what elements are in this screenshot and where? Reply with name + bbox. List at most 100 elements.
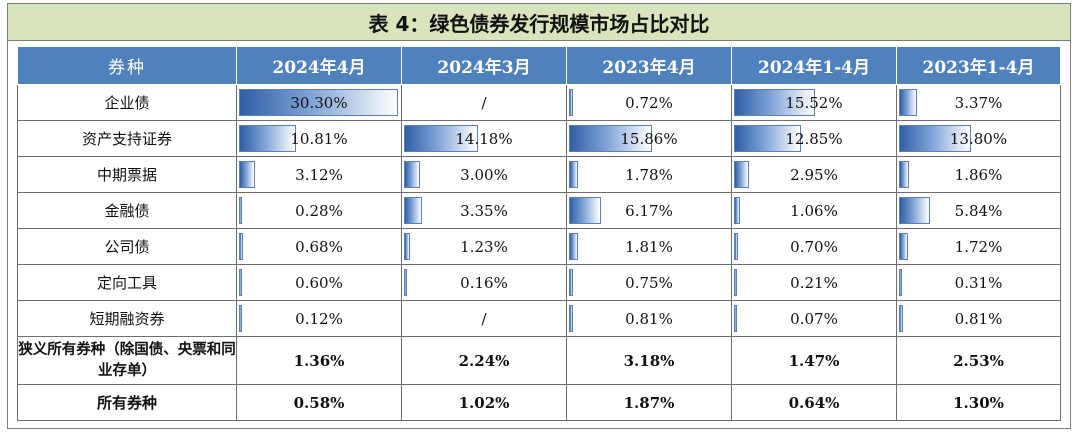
share-data-bar [734,89,815,116]
share-cell-content: 15.86% [567,121,731,156]
share-value: 0.21% [790,273,838,292]
share-cell: 0.58% [236,384,402,421]
share-value: 3.37% [954,93,1003,112]
bond-type-label: 所有券种 [17,384,237,421]
share-data-bar [239,197,242,224]
share-value: / [481,309,487,328]
share-data-bar [239,125,296,152]
share-cell-content: 3.35% [402,193,566,228]
share-cell-content: 3.37% [897,85,1060,120]
share-cell-content: 0.21% [732,265,896,300]
share-cell-content: 30.30% [237,85,401,120]
share-data-bar [569,269,573,296]
share-cell-content: 6.17% [567,193,731,228]
share-data-bar [899,125,971,152]
share-value: 0.64% [788,393,840,412]
share-cell: 0.75% [566,264,732,301]
share-cell: 2.95% [731,156,897,193]
share-cell-content: 0.64% [732,385,896,420]
share-cell: 1.47% [731,336,897,385]
share-cell: 0.31% [896,264,1061,301]
share-cell-content: 0.12% [237,301,401,336]
share-cell-content: / [402,85,566,120]
share-cell-content: 0.70% [732,229,896,264]
share-cell: 30.30% [236,84,402,121]
share-cell: 1.78% [566,156,732,193]
share-value: 2.24% [458,351,510,370]
share-cell: 12.85% [731,120,897,157]
share-value: 1.30% [953,393,1004,412]
share-value: 2.95% [790,165,838,184]
share-data-bar [569,197,601,224]
share-value: 1.23% [460,237,508,256]
share-value: 2.53% [953,351,1004,370]
table-row: 所有券种 0.58% 1.02% 1.87% 0.64% 1.30% [17,384,1061,421]
share-value: 1.87% [623,393,675,412]
share-cell: 15.86% [566,120,732,157]
share-cell: 0.28% [236,192,402,229]
share-data-bar [569,161,578,188]
share-cell: 0.68% [236,228,402,265]
share-value: 0.60% [295,273,343,292]
share-cell-content: 1.30% [897,385,1060,420]
share-cell: 0.64% [731,384,897,421]
share-cell: 15.52% [731,84,897,121]
share-cell-content: 0.31% [897,265,1060,300]
share-value: 14.18% [455,129,513,148]
share-cell-content: 12.85% [732,121,896,156]
table-row: 短期融资券 0.12% / 0.81% 0.07% 0.81% [17,300,1061,337]
share-cell: 1.02% [401,384,567,421]
share-cell-content: 3.18% [567,337,731,384]
bond-type-label: 中期票据 [17,156,237,193]
share-data-bar [734,161,749,188]
share-data-bar [899,233,908,260]
share-cell-content: 0.81% [567,301,731,336]
share-cell-content: 1.36% [237,337,401,384]
bond-type-label: 狭义所有券种（除国债、央票和同业存单） [17,336,237,385]
share-cell: 0.72% [566,84,732,121]
share-cell-content: 0.07% [732,301,896,336]
share-cell: 0.21% [731,264,897,301]
share-cell: 0.70% [731,228,897,265]
share-value: 0.28% [295,201,343,220]
share-value: 0.81% [954,309,1003,328]
share-cell-content: 0.81% [897,301,1060,336]
share-data-bar [899,197,930,224]
share-data-bar [569,89,573,116]
share-data-bar [899,161,909,188]
share-data-bar [239,89,398,116]
share-value: 1.36% [293,351,345,370]
share-data-bar [899,269,902,296]
share-cell-content: 2.53% [897,337,1060,384]
table-row: 企业债 30.30% / 0.72% 15.52% 3.37% [17,84,1061,121]
share-cell: 1.06% [731,192,897,229]
share-cell: 0.60% [236,264,402,301]
bond-type-label: 公司债 [17,228,237,265]
table-title: 表 4：绿色债券发行规模市场占比对比 [8,4,1070,41]
share-cell-content: 1.81% [567,229,731,264]
share-value: 0.31% [954,273,1003,292]
share-cell-content: 1.06% [732,193,896,228]
share-data-bar [569,125,652,152]
share-value: 6.17% [625,201,673,220]
share-cell: 1.87% [566,384,732,421]
share-value: 3.12% [295,165,343,184]
share-value: 15.52% [785,93,843,112]
share-cell: 3.37% [896,84,1061,121]
share-cell: 1.23% [401,228,567,265]
share-data-bar [734,233,738,260]
share-value: 10.81% [290,129,348,148]
share-data-bar [239,233,243,260]
share-value: 1.47% [788,351,840,370]
share-cell-content: 1.47% [732,337,896,384]
share-cell-content: 0.58% [237,385,401,420]
share-value: / [481,93,487,112]
share-cell: 10.81% [236,120,402,157]
bond-type-label: 短期融资券 [17,300,237,337]
share-value: 1.02% [458,393,510,412]
share-data-bar [569,233,578,260]
table-row: 公司债 0.68% 1.23% 1.81% 0.70% 1.72% [17,228,1061,265]
share-value: 0.72% [625,93,673,112]
share-cell-content: 1.02% [402,385,566,420]
share-cell-content: 0.75% [567,265,731,300]
